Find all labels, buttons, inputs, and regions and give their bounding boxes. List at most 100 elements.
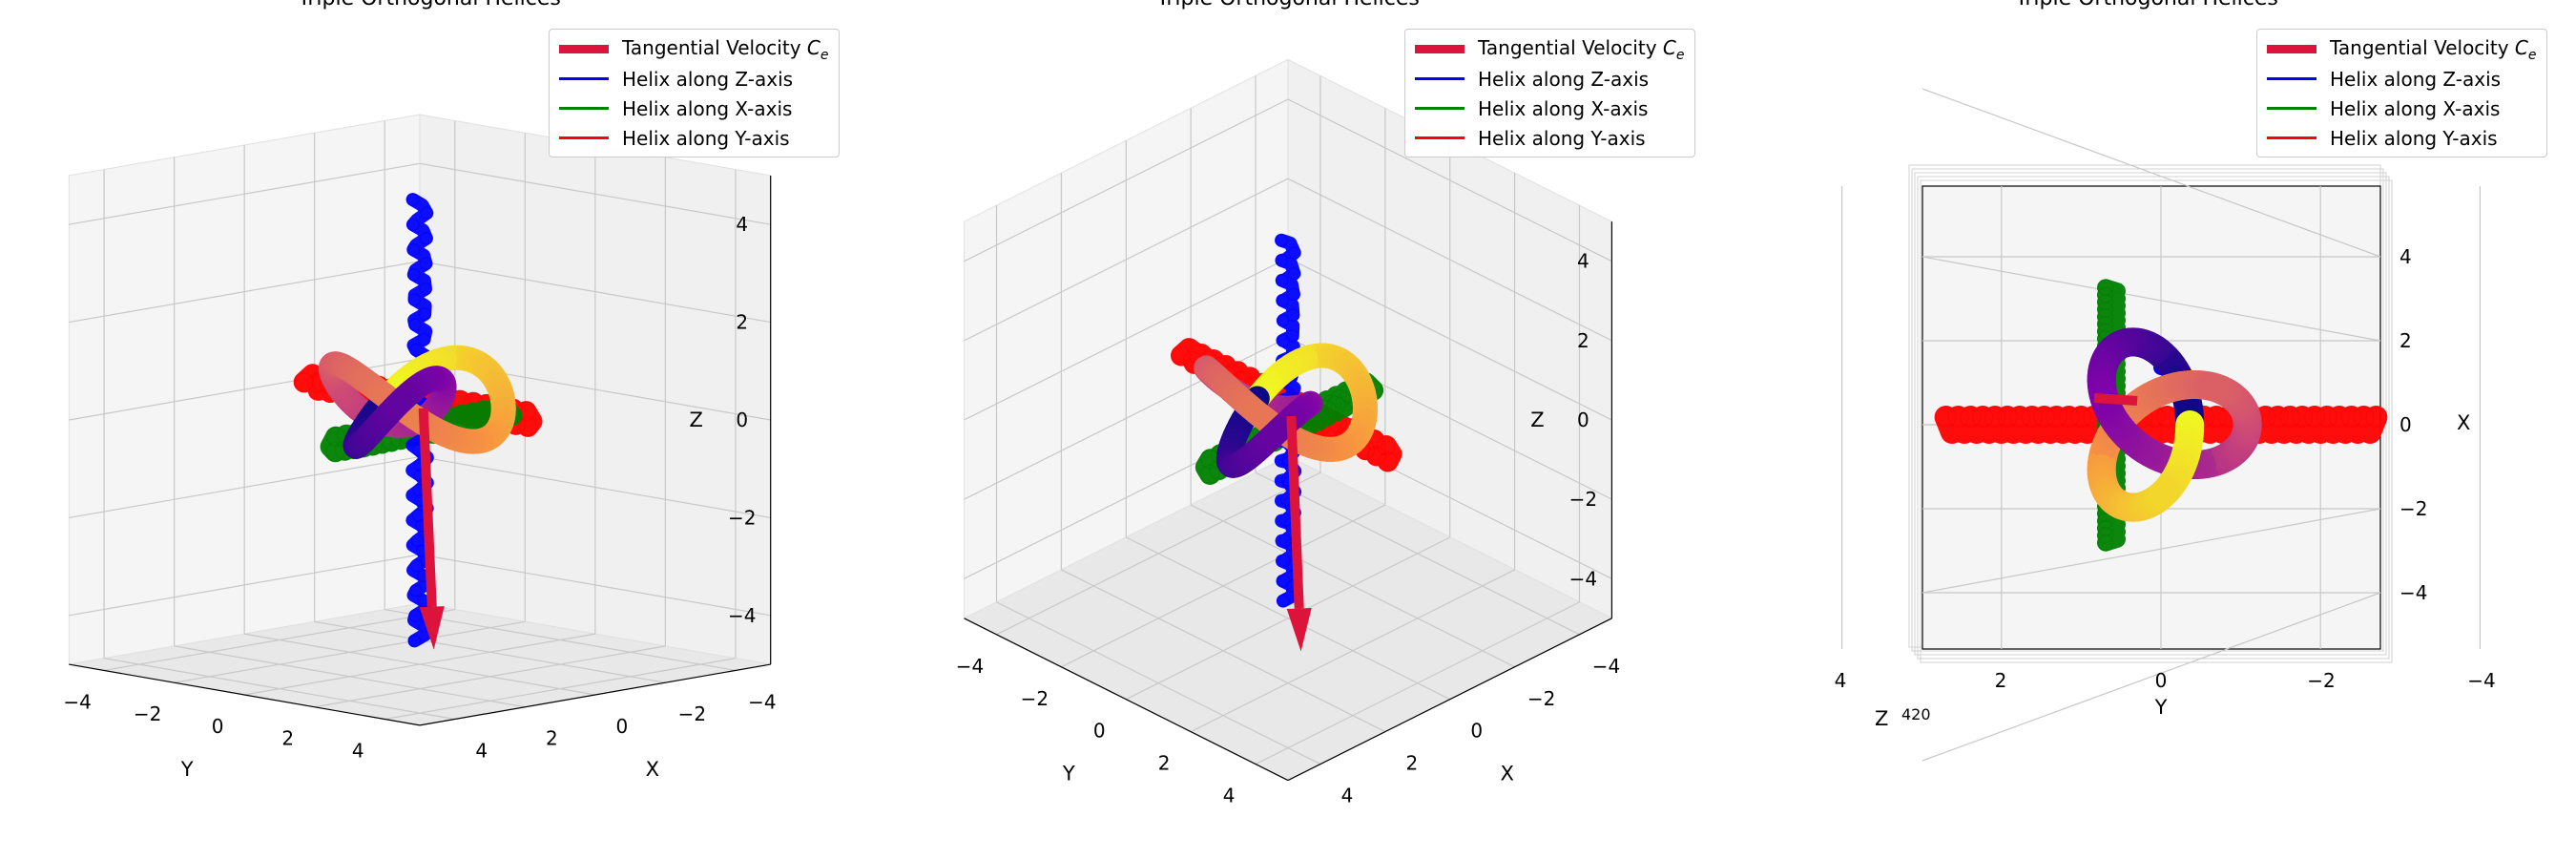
x-axis-line [419, 663, 771, 726]
chart-canvas-3: 4 4 2 2 0 0 −2 −2 −4 −4 X Y Z 420 [1835, 88, 2496, 762]
knot-segment [384, 388, 414, 418]
helix-z-axis-ring [1286, 308, 1300, 322]
helix-z-axis-ring [1287, 266, 1301, 281]
helix-x-axis-ring [325, 427, 346, 447]
helix-z-axis-ring [1277, 314, 1290, 327]
z-tick-label: 420 [1901, 705, 1931, 723]
helix-z-axis-ring [405, 193, 420, 206]
y-tick-label: −2 [1021, 687, 1049, 710]
velocity-arrow [2093, 393, 2138, 406]
grid-line [1287, 98, 1612, 262]
grid-line [419, 162, 771, 225]
x-axis-label: X [646, 758, 659, 781]
helix-z-axis-ring [406, 242, 421, 257]
legend-swatch-y [2267, 136, 2316, 139]
grid-line [384, 658, 737, 721]
y-axis-label: Y [180, 758, 194, 781]
legend-item-velocity: Tangential Velocity Ce [2267, 34, 2537, 64]
legend-item-y: Helix along Y-axis [2267, 123, 2537, 153]
helix-z-axis-ring [409, 584, 423, 597]
grid-line [1922, 88, 2381, 258]
legend-label-x: Helix along X-axis [622, 96, 793, 120]
helix-y-axis-ring [1947, 406, 1969, 429]
helix-y-axis-ring [2070, 406, 2092, 429]
grid-line [964, 178, 1289, 342]
x-tick-label: 4 [1341, 785, 1354, 807]
helix-z-axis-ring [1275, 234, 1288, 247]
legend-label-x: Helix along X-axis [2330, 96, 2501, 120]
legend-item-z: Helix along Z-axis [559, 64, 829, 94]
helix-z-axis-ring [417, 332, 431, 346]
legend-symbol-velocity: C [806, 35, 821, 59]
chart-panel-2: −4 −4 −4 −2 −2 −2 0 0 0 2 2 2 4 4 4 Z X Y Triple Orthogon… [859, 0, 1717, 859]
helix-y-axis-ring [1935, 406, 1957, 429]
legend-swatch-x [1415, 107, 1465, 110]
grid-line [419, 261, 771, 324]
grid-line [314, 645, 666, 708]
grid-line [1922, 256, 2381, 342]
x-tick-label: 0 [2399, 413, 2412, 436]
helix-y-axis-ring [2353, 406, 2375, 429]
helix-y-axis-ring [2008, 406, 2030, 429]
helix-z-axis-ring [1277, 574, 1291, 588]
helix-y-axis-ring [1972, 406, 1994, 429]
x-tick-label: −2 [678, 702, 706, 725]
y-tick-label: 2 [1158, 752, 1171, 775]
z-tick-label: 0 [736, 409, 748, 431]
y-tick-label: −4 [2467, 669, 2495, 692]
y-tick-label: 2 [281, 727, 294, 750]
legend-subscript-velocity: e [1675, 47, 1685, 63]
helix-y-axis-body [1934, 406, 2388, 444]
legend-swatch-velocity [1415, 45, 1465, 53]
helix-y-axis-ring [1996, 406, 2019, 429]
legend: Tangential Velocity Ce Helix along Z-axi… [1404, 29, 1695, 157]
legend: Tangential Velocity Ce Helix along Z-axi… [2256, 29, 2547, 157]
helix-z-axis-ring [1287, 246, 1301, 260]
helix-z-axis-ring [408, 609, 422, 622]
z-tick-label: −4 [1569, 567, 1597, 590]
legend-label-z: Helix along Z-axis [622, 67, 794, 91]
helix-z-axis-ring [1286, 329, 1299, 343]
x-tick-label: 2 [546, 727, 558, 750]
y-tick-label: 2 [1995, 669, 2007, 692]
helix-y-axis-ring [2316, 406, 2337, 429]
legend-label-velocity: Tangential Velocity [622, 35, 801, 59]
y-tick-label: 0 [212, 715, 224, 738]
grid-line [1190, 569, 1515, 733]
y-tick-label: −2 [2307, 669, 2335, 692]
legend-item-y: Helix along Y-axis [559, 123, 829, 153]
z-axis-label: Z [1530, 409, 1544, 431]
grid-line [1922, 592, 2381, 762]
y-tick-label: −4 [956, 655, 984, 678]
y-axis-label: Y [1062, 763, 1075, 786]
x-axis-label: X [2457, 411, 2470, 434]
axes-box: −4 −4 −4 −2 −2 −2 0 0 0 2 2 2 4 4 4 Z X Y [63, 114, 777, 781]
helix-y-axis-ring [2021, 406, 2043, 429]
y-tick-label: 4 [352, 740, 364, 763]
knot-segment [1243, 399, 1275, 430]
knot-segment [2197, 372, 2231, 403]
grid-line [1922, 508, 2381, 594]
helix-y-axis-ring [2267, 406, 2289, 429]
helix-y-axis-ring [2365, 406, 2387, 429]
velocity-arrow-head [1286, 607, 1312, 652]
legend-item-y: Helix along Y-axis [1415, 123, 1685, 153]
helix-z-axis-ring [407, 293, 422, 306]
y-axis-line [69, 663, 421, 726]
x-tick-label: 4 [475, 740, 488, 763]
helix-z-axis-ring [407, 267, 421, 282]
z-axis-label: Z [1875, 707, 1888, 730]
pane-edge [1917, 176, 2390, 660]
y-tick-label: −4 [63, 690, 91, 713]
grid-line [69, 261, 421, 324]
helix-z-axis-ring [1276, 294, 1290, 307]
grid-line [996, 601, 1321, 765]
legend-swatch-z [559, 77, 609, 80]
y-tick-label: 0 [2155, 669, 2168, 692]
x-tick-label: −4 [2399, 581, 2427, 604]
grid-line [1126, 536, 1450, 701]
z-tick-label: 4 [1577, 250, 1589, 273]
grid-line [1287, 178, 1612, 342]
grid-line [1061, 569, 1386, 733]
legend-swatch-z [2267, 77, 2316, 80]
